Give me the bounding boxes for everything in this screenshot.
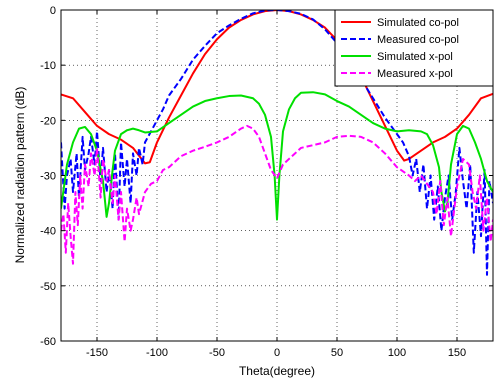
y-tick-label: -20 [40,115,56,127]
x-tick-label: -50 [209,347,225,359]
y-tick-label: -60 [40,336,56,348]
x-tick-label: -150 [86,347,108,359]
legend: Simulated co-pol Measured co-pol Simulated… [334,9,494,87]
x-tick-label: -100 [146,347,168,359]
y-axis-title: Normalized radiation pattern (dB) [13,87,27,264]
series-line-simulated-co-pol [61,10,493,165]
y-tick-label: -50 [40,281,56,293]
x-tick-label: 100 [388,347,406,359]
x-axis-title: Theta(degree) [239,364,315,378]
axis-ticks: -150 -100 -50 0 50 100 150 0 -10 -20 -30 -40 -50 -60 [40,5,493,359]
legend-label: Measured x-pol [377,68,453,80]
y-tick-label: 0 [50,5,56,17]
legend-label: Measured co-pol [377,34,459,46]
y-tick-label: -40 [40,226,56,238]
legend-label: Simulated x-pol [377,51,453,63]
x-tick-label: 150 [448,347,466,359]
x-tick-label: 0 [274,347,280,359]
y-tick-label: -30 [40,171,56,183]
series-lines [61,10,493,276]
x-tick-label: 50 [331,347,343,359]
legend-label: Simulated co-pol [377,17,459,29]
series-line-measured-x-pol [61,124,493,265]
series-line-measured-co-pol [61,10,493,276]
y-tick-label: -10 [40,60,56,72]
